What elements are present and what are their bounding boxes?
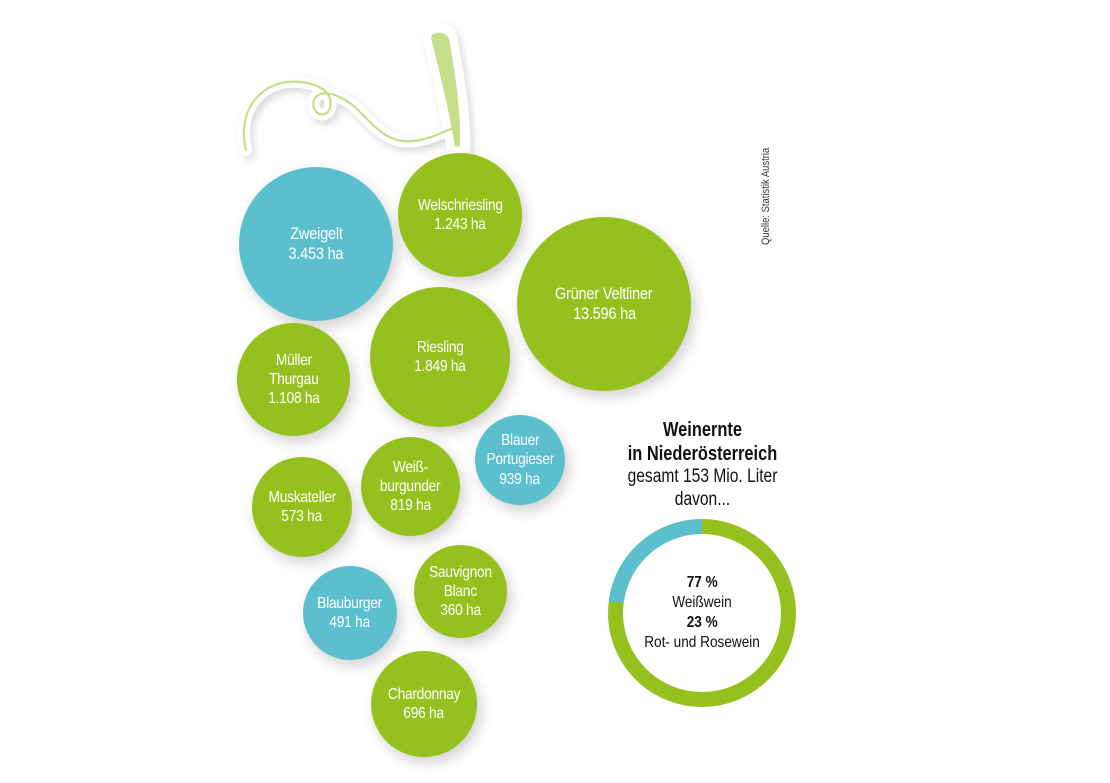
bubble-value: 1.849 ha — [414, 358, 466, 375]
bubble-value: 939 ha — [499, 470, 541, 488]
bubble-blauer-portugieser: Blauer Portugieser 939 ha — [475, 415, 565, 505]
bubble-name: Weiß- — [392, 458, 429, 476]
bubble-value: 13.596 ha — [572, 304, 636, 323]
stem-leaf-icon — [431, 32, 461, 148]
bubble-name: Grüner Veltliner — [555, 283, 653, 303]
bubble-value: 360 ha — [440, 602, 481, 620]
bubble-name: Zweigelt — [289, 223, 343, 243]
bubble-chardonnay: Chardonnay 696 ha — [371, 651, 477, 757]
bubble-name-line2: Blanc — [443, 582, 478, 600]
bubble-weissburgunder: Weiß- burgunder 819 ha — [361, 437, 460, 536]
bubble-gruener-veltliner: Grüner Veltliner 13.596 ha — [517, 217, 691, 391]
bubble-value: 1.108 ha — [267, 390, 320, 408]
source-text: Quelle: Statistik Austria — [760, 147, 772, 245]
bubble-name: Muskateller — [268, 488, 336, 506]
donut-chart: 77 % Weißwein 23 % Rot- und Rosewein — [608, 519, 796, 707]
bubble-sauvignon-blanc: Sauvignon Blanc 360 ha — [414, 545, 507, 638]
summary-davon: davon... — [674, 488, 731, 510]
bubble-name: Chardonnay — [387, 685, 461, 703]
bubble-muskateller: Muskateller 573 ha — [252, 457, 352, 557]
bubble-name-line2: burgunder — [380, 477, 441, 495]
bubble-value: 573 ha — [281, 508, 323, 525]
bubble-blauburger: Blauburger 491 ha — [303, 566, 397, 660]
bubble-name: Sauvignon — [429, 563, 492, 581]
bubble-name: Welschriesling — [417, 196, 503, 214]
summary-total: gesamt 153 Mio. Liter — [627, 466, 778, 487]
red-wine-percent: 23 % — [686, 614, 718, 631]
summary-title-line1: Weinernte — [662, 419, 742, 441]
summary-block: Weinernte in Niederösterreich gesamt 153… — [595, 418, 810, 512]
white-wine-percent: 77 % — [686, 574, 718, 591]
bubble-mueller-thurgau: Müller Thurgau 1.108 ha — [237, 323, 350, 436]
bubble-value: 3.453 ha — [288, 244, 344, 263]
bubble-welschriesling: Welschriesling 1.243 ha — [398, 153, 522, 277]
bubble-value: 491 ha — [329, 614, 371, 631]
summary-title-line2: in Niederösterreich — [627, 443, 778, 465]
donut-labels: 77 % Weißwein 23 % Rot- und Rosewein — [608, 519, 796, 707]
bubble-value: 819 ha — [390, 497, 431, 515]
donut-ring — [608, 519, 796, 707]
bubble-name: Blauer — [500, 432, 540, 450]
source-note: Quelle: Statistik Austria — [760, 125, 772, 245]
bubble-zweigelt: Zweigelt 3.453 ha — [239, 167, 393, 321]
bubble-value: 1.243 ha — [434, 216, 486, 233]
bubble-name: Riesling — [416, 338, 464, 356]
bubble-riesling: Riesling 1.849 ha — [370, 287, 510, 427]
tendril-icon — [242, 80, 458, 152]
bubble-name-line2: Portugieser — [486, 451, 554, 469]
bubble-name: Müller — [275, 351, 312, 369]
bubble-name-line2: Thurgau — [268, 370, 319, 388]
bubble-value: 696 ha — [403, 705, 445, 722]
bubble-name: Blauburger — [317, 594, 383, 612]
white-wine-label: Weißwein — [672, 594, 732, 611]
red-wine-label: Rot- und Rosewein — [644, 634, 760, 651]
